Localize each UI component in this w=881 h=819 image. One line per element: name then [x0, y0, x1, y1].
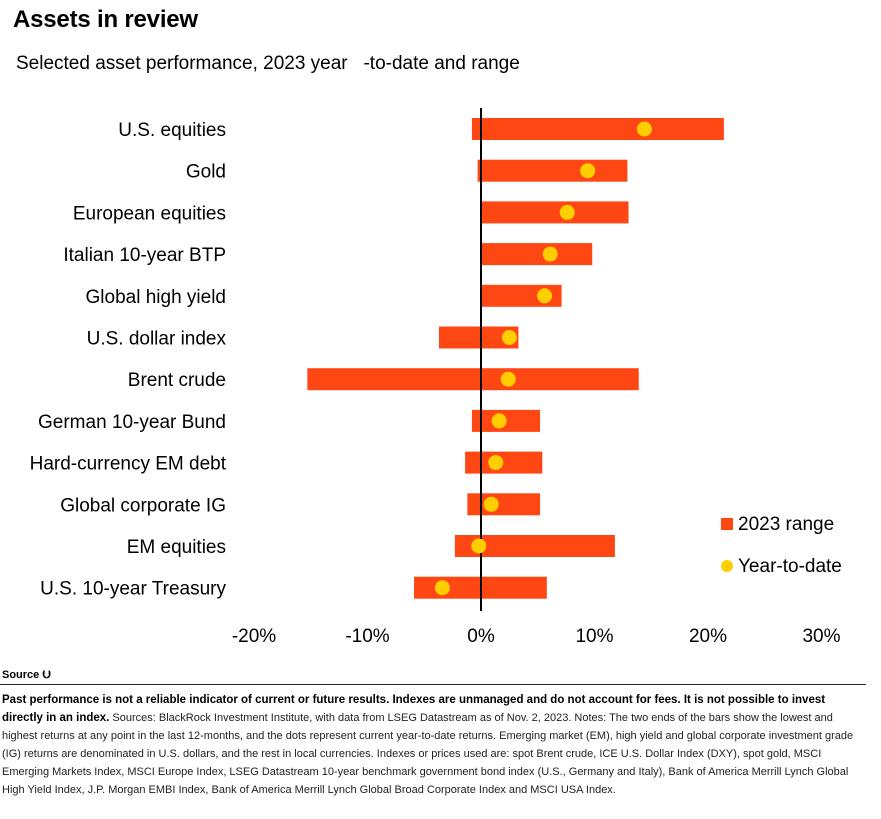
- category-label: U.S. 10-year Treasury: [40, 579, 226, 600]
- asset-range-chart: U.S. equities Gold European equities Italia…: [30, 108, 842, 647]
- x-tick-label: -20%: [232, 626, 276, 647]
- legend: 2023 range Year-to-date: [721, 514, 842, 577]
- x-tick-label: 10%: [575, 626, 613, 647]
- ytd-dot: [636, 121, 652, 137]
- category-label: U.S. dollar index: [87, 329, 227, 350]
- source-toggle[interactable]: Source ⮋: [2, 669, 51, 681]
- ytd-dot: [500, 371, 516, 387]
- category-labels: U.S. equities Gold European equities Italia…: [30, 120, 227, 600]
- category-label: Brent crude: [128, 370, 226, 391]
- ytd-dot: [483, 496, 499, 512]
- range-bar: [477, 159, 628, 182]
- range-bar: [481, 201, 629, 224]
- category-label: U.S. equities: [118, 120, 226, 141]
- category-label: Gold: [186, 162, 226, 183]
- category-label: EM equities: [127, 537, 226, 558]
- chart-subtitle: Selected asset performance, 2023 year -t…: [16, 53, 520, 74]
- x-tick-label: 0%: [467, 626, 495, 647]
- category-label: Italian 10-year BTP: [63, 245, 226, 266]
- footnote: Past performance is not a reliable indic…: [2, 691, 864, 799]
- ytd-dot: [580, 163, 596, 179]
- range-bar: [481, 243, 593, 266]
- x-tick-label: -10%: [345, 626, 389, 647]
- page-title: Assets in review: [13, 6, 198, 33]
- range-bar: [467, 493, 541, 516]
- source-notes: Sources: BlackRock Investment Institute,…: [2, 712, 854, 796]
- divider: [0, 684, 866, 685]
- range-bar: [471, 118, 724, 140]
- ytd-dot: [434, 580, 450, 596]
- legend-range-label: 2023 range: [738, 514, 834, 535]
- ytd-dot: [501, 330, 517, 345]
- ytd-dot: [559, 204, 575, 220]
- range-bar: [439, 326, 519, 349]
- disclaimer: Past performance is not a reliable indic…: [2, 694, 826, 724]
- category-label: European equities: [73, 203, 226, 224]
- category-label: Hard-currency EM debt: [30, 454, 227, 475]
- legend-ytd-label: Year-to-date: [738, 556, 842, 577]
- ytd-dot: [491, 413, 507, 429]
- x-tick-label: 20%: [689, 626, 727, 647]
- x-tick-label: 30%: [802, 626, 840, 647]
- x-axis-tick-labels: -20% -10% 0% 10% 20% 30%: [232, 626, 841, 647]
- category-label: Global high yield: [86, 287, 226, 308]
- range-bar: [307, 368, 639, 391]
- legend-ytd-swatch: [721, 560, 733, 572]
- range-bars: [307, 118, 724, 599]
- ytd-dot: [471, 538, 487, 554]
- ytd-dot: [488, 455, 504, 471]
- range-bar: [454, 535, 615, 557]
- legend-range-swatch: [721, 518, 733, 530]
- ytd-dots: [434, 121, 652, 596]
- ytd-dot: [537, 288, 553, 304]
- category-label: Global corporate IG: [60, 495, 226, 516]
- range-bar: [465, 451, 543, 474]
- ytd-dot: [542, 246, 558, 262]
- category-label: German 10-year Bund: [38, 412, 226, 433]
